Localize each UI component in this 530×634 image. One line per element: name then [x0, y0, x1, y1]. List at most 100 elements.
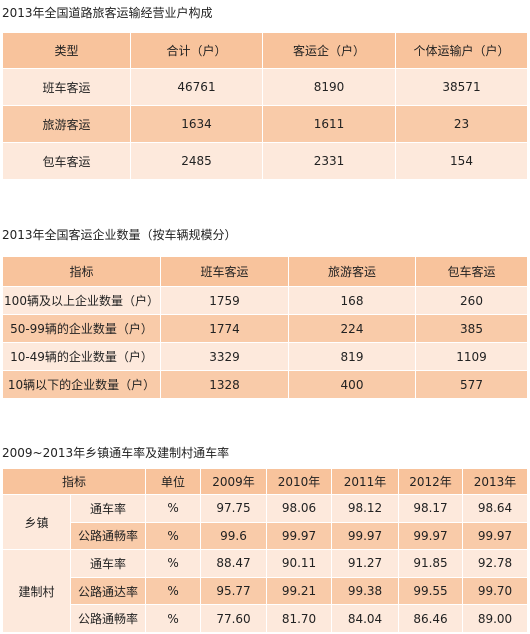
header-cell: 2009年 — [200, 468, 268, 495]
table-title: 2013年全国道路旅客运输经营业户构成 — [2, 6, 213, 20]
header-cell: 2010年 — [266, 468, 333, 495]
cell: 154 — [395, 142, 528, 180]
cell: % — [145, 521, 202, 551]
header-cell: 类型 — [2, 32, 131, 69]
table: 类型 合计（户） 客运企（户） 个体运输户（户） 班车客运 46761 8190 38571 旅… — [2, 32, 528, 180]
table-title: 2013年全国客运企业数量（按车辆规模分） — [2, 228, 237, 242]
cell: 班车客运 — [2, 68, 131, 106]
row: 包车客运 2485 2331 154 — [2, 142, 528, 180]
cell: 50-99辆的企业数量（户） — [2, 314, 161, 343]
cell: 99.70 — [462, 576, 529, 606]
cell: 90.11 — [266, 549, 333, 578]
header-cell: 2011年 — [331, 468, 400, 495]
cell: 92.78 — [462, 549, 529, 578]
cell: 99.55 — [398, 576, 464, 606]
cell: 23 — [395, 105, 528, 143]
header-cell: 客运企（户） — [262, 32, 396, 69]
row: 100辆及以上企业数量（户） 1759 168 260 — [2, 286, 528, 315]
header-cell: 合计（户） — [130, 32, 263, 69]
cell: 77.60 — [200, 604, 268, 633]
cell: 1759 — [160, 286, 289, 315]
cell: 99.97 — [331, 521, 400, 551]
header-cell: 包车客运 — [415, 256, 528, 287]
cell: 8190 — [262, 68, 396, 106]
cell: 99.97 — [398, 521, 464, 551]
cell: 公路通达率 — [69, 576, 147, 606]
table: 指标 单位 2009年 2010年 2011年 2012年 2013年 乡镇 通车率% 97.75… — [1, 468, 529, 633]
cell: 81.70 — [266, 604, 333, 633]
header-row: 指标 班车客运 旅游客运 包车客运 — [2, 256, 528, 287]
table-title: 2009~2013年乡镇通车率及建制村通车率 — [2, 446, 230, 460]
row: 旅游客运 1634 1611 23 — [2, 105, 528, 143]
cell: 通车率 — [69, 494, 147, 523]
group-cell: 建制村 — [2, 549, 71, 633]
header-cell: 个体运输户（户） — [395, 32, 528, 69]
row: 10-49辆的企业数量（户） 3329 819 1109 — [2, 342, 528, 371]
cell: % — [145, 549, 202, 578]
cell: 99.21 — [266, 576, 333, 606]
row: 公路通畅率% 99.6 99.97 99.97 99.97 99.97 — [3, 521, 529, 551]
row: 50-99辆的企业数量（户） 1774 224 385 — [2, 314, 528, 343]
cell: 公路通畅率 — [69, 604, 147, 633]
cell: 91.85 — [398, 549, 464, 578]
cell: 98.64 — [462, 494, 529, 523]
row: 10辆以下的企业数量（户） 1328 400 577 — [2, 370, 528, 399]
header-row: 指标 单位 2009年 2010年 2011年 2012年 2013年 — [1, 468, 529, 495]
header-cell: 2013年 — [462, 468, 529, 495]
cell: 89.00 — [462, 604, 529, 633]
cell: 2485 — [130, 142, 263, 180]
cell: 99.38 — [331, 576, 400, 606]
cell: 98.06 — [266, 494, 333, 523]
cell: 100辆及以上企业数量（户） — [2, 286, 161, 315]
header-cell: 旅游客运 — [288, 256, 416, 287]
cell: 包车客运 — [2, 142, 131, 180]
cell: 385 — [415, 314, 528, 343]
cell: 1634 — [130, 105, 263, 143]
table: 指标 班车客运 旅游客运 包车客运 100辆及以上企业数量（户） 1759 168 260 50… — [2, 256, 528, 399]
cell: 95.77 — [200, 576, 268, 606]
cell: % — [145, 576, 202, 606]
cell: 91.27 — [331, 549, 400, 578]
header-cell: 指标 — [1, 468, 147, 495]
cell: 260 — [415, 286, 528, 315]
group-cell: 乡镇 — [2, 493, 71, 551]
cell: 99.97 — [266, 521, 333, 551]
row: 班车客运 46761 8190 38571 — [2, 68, 528, 106]
cell: 旅游客运 — [2, 105, 131, 143]
cell: 84.04 — [331, 604, 400, 633]
cell: 3329 — [160, 342, 289, 371]
cell: 公路通畅率 — [69, 521, 147, 551]
header-row: 类型 合计（户） 客运企（户） 个体运输户（户） — [2, 32, 528, 69]
cell: 1328 — [160, 370, 289, 399]
cell: 通车率 — [69, 549, 147, 578]
cell: 38571 — [395, 68, 528, 106]
cell: 1774 — [160, 314, 289, 343]
cell: 86.46 — [398, 604, 464, 633]
cell: 97.75 — [200, 494, 268, 523]
cell: 10-49辆的企业数量（户） — [2, 342, 161, 371]
cell: 2331 — [262, 142, 396, 180]
header-cell: 2012年 — [398, 468, 464, 495]
cell: 10辆以下的企业数量（户） — [2, 370, 161, 399]
cell: % — [145, 604, 202, 633]
cell: 46761 — [130, 68, 263, 106]
header-cell: 单位 — [145, 468, 202, 495]
cell: 168 — [288, 286, 416, 315]
row: 公路通达率% 95.77 99.21 99.38 99.55 99.70 — [3, 576, 529, 606]
cell: 1109 — [415, 342, 528, 371]
cell: 819 — [288, 342, 416, 371]
cell: 98.12 — [331, 494, 400, 523]
header-cell: 班车客运 — [160, 256, 289, 287]
cell: 99.6 — [200, 521, 268, 551]
cell: 1611 — [262, 105, 396, 143]
cell: 98.17 — [398, 494, 464, 523]
cell: % — [145, 494, 202, 523]
cell: 224 — [288, 314, 416, 343]
row: 乡镇 通车率% 97.75 98.06 98.12 98.17 98.64 — [2, 493, 529, 551]
row: 建制村 通车率% 88.47 90.11 91.27 91.85 92.78 — [2, 549, 529, 633]
cell: 99.97 — [462, 521, 529, 551]
cell: 577 — [415, 370, 528, 399]
row: 公路通畅率% 77.60 81.70 84.04 86.46 89.00 — [3, 604, 529, 633]
header-cell: 指标 — [2, 256, 161, 287]
